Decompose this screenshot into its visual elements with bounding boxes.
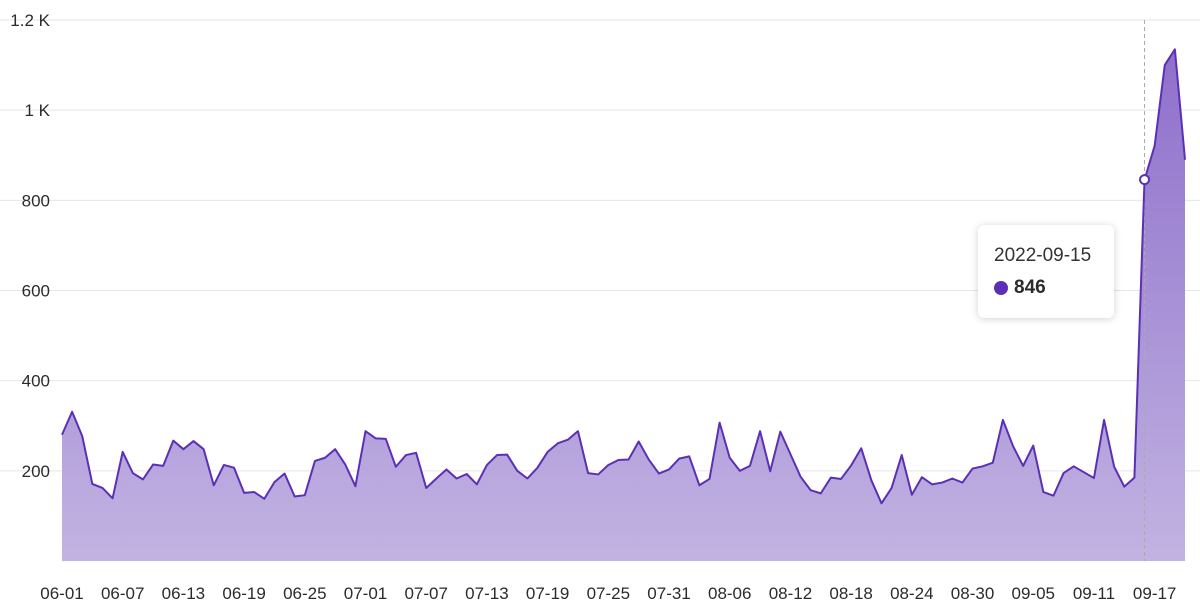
x-tick-label: 07-19 [526,584,569,603]
tooltip-value: 846 [1014,277,1046,298]
x-tick-label: 06-19 [222,584,265,603]
x-axis-labels: 06-01 06-07 06-13 06-19 06-25 07-01 07-07 07-13… [40,584,1176,603]
x-tick-label: 08-30 [951,584,994,603]
y-tick-label: 800 [22,191,50,210]
tooltip: 2022-09-15 846 [978,225,1114,318]
y-tick-label: 600 [22,282,50,301]
x-tick-label: 06-01 [40,584,83,603]
x-tick-label: 06-25 [283,584,326,603]
y-tick-label: 200 [22,462,50,481]
x-tick-label: 07-13 [465,584,508,603]
tooltip-value-row: 846 [994,277,1114,299]
x-tick-label: 07-31 [647,584,690,603]
series-area [62,49,1185,562]
x-tick-label: 09-17 [1133,584,1176,603]
x-tick-label: 06-13 [162,584,205,603]
x-tick-label: 08-24 [890,584,933,603]
x-tick-label: 06-07 [101,584,144,603]
highlight-point[interactable] [1139,174,1151,186]
series-dot-icon [994,281,1008,295]
y-tick-label: 400 [22,372,50,391]
x-tick-label: 09-11 [1073,584,1115,603]
series-line [61,48,1186,505]
x-tick-label: 09-05 [1012,584,1055,603]
x-tick-label: 07-25 [587,584,630,603]
x-tick-label: 07-01 [344,584,387,603]
x-tick-label: 08-06 [708,584,751,603]
y-axis-labels: 200 400 600 800 1 K 1.2 K [10,11,50,481]
x-tick-label: 07-07 [404,584,447,603]
x-tick-label: 08-12 [769,584,812,603]
tooltip-date: 2022-09-15 [994,245,1092,266]
y-tick-label: 1 K [24,101,50,120]
y-tick-label: 1.2 K [10,11,50,30]
x-tick-label: 08-18 [829,584,872,603]
series-layer [61,20,1186,562]
